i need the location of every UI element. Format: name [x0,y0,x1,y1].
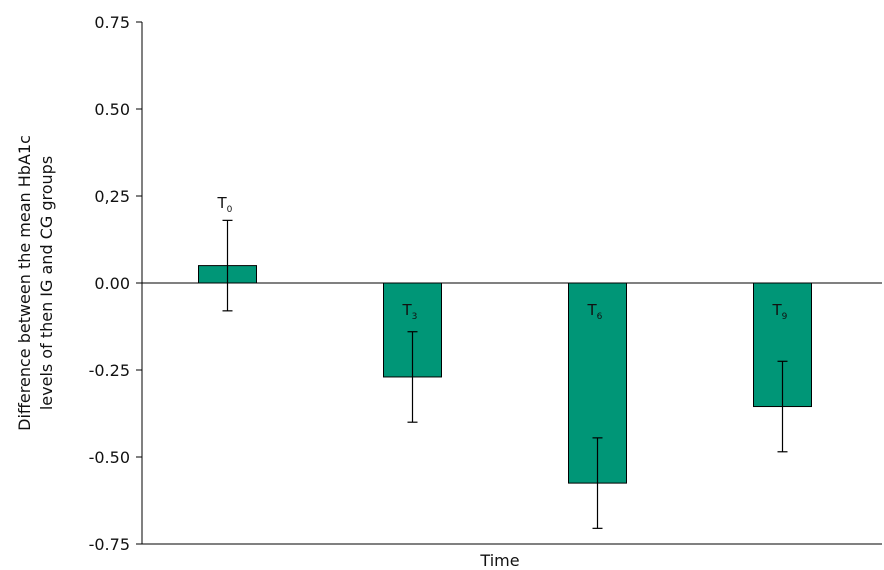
category-label-base: T [217,194,228,212]
category-label-subscript: 9 [782,312,788,322]
y-tick-label: 0.00 [94,274,130,293]
y-axis: 0.75 0.50 0,25 0.00 -0.25 -0.50 -0.75 [89,13,143,554]
category-label-subscript: 0 [227,205,233,215]
y-axis-title-line-1: Difference between the mean HbA1c [15,135,34,431]
category-label-subscript: 3 [412,312,418,322]
y-tick-label: 0,25 [94,187,130,206]
y-tick-label: 0.50 [94,100,130,119]
category-label: T0 [217,194,233,215]
y-axis-title: Difference between the mean HbA1c levels… [15,135,56,431]
y-tick-label: -0.50 [89,448,130,467]
x-axis-title: Time [479,551,519,570]
category-label-base: T [772,301,783,319]
category-label: T6 [587,301,603,322]
bars [198,265,812,484]
y-axis-title-line-2: levels of then IG and CG groups [37,156,56,410]
category-label: T9 [772,301,788,322]
y-tick-label: -0.25 [89,361,130,380]
category-label-base: T [587,301,598,319]
y-tick-label: -0.75 [89,535,130,554]
category-label-base: T [402,301,413,319]
error-bars [222,219,788,529]
category-label: T3 [402,301,418,322]
category-label-subscript: 6 [597,312,603,322]
y-tick-label: 0.75 [94,13,130,32]
